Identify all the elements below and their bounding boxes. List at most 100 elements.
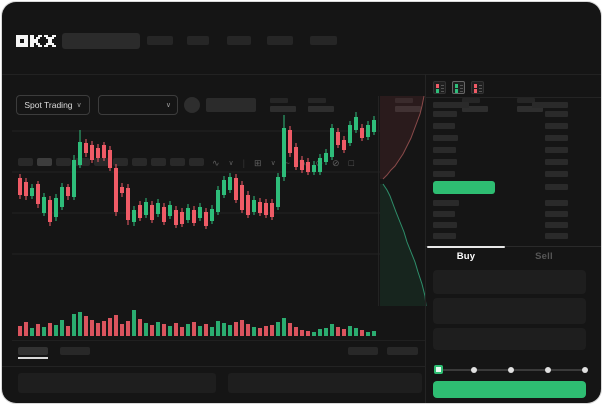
ticker-stat-label-3 [462, 98, 480, 103]
okx-logo[interactable] [16, 35, 58, 47]
slider-stop-2[interactable] [508, 367, 514, 373]
bid-price-1 [433, 211, 455, 217]
view-dash [479, 88, 482, 89]
interval-button-1[interactable] [37, 158, 52, 166]
order-book [425, 74, 601, 246]
bottom-active-tab-underline [18, 357, 48, 359]
slider-handle[interactable] [434, 365, 443, 374]
tab-sell[interactable]: Sell [535, 251, 553, 262]
bid-price-2 [433, 222, 457, 228]
bottom-panel-1[interactable] [228, 373, 422, 393]
search-input[interactable] [62, 33, 140, 49]
ticker-stat-value-1 [308, 106, 334, 112]
pair-dropdown[interactable]: ∨ [98, 95, 178, 115]
order-form-field-1[interactable] [433, 298, 586, 324]
book-combined-view[interactable] [433, 81, 446, 94]
ask-price-0 [433, 111, 457, 117]
bid-price-0 [433, 200, 459, 206]
nav-item-0[interactable] [147, 36, 173, 45]
trade-tabs-divider [425, 246, 601, 247]
view-dash [460, 91, 463, 92]
view-dash [441, 85, 444, 86]
amount-slider[interactable] [434, 362, 590, 376]
view-color-top [436, 84, 439, 88]
line-style-icon[interactable]: ∿ [212, 157, 220, 168]
view-dash [479, 85, 482, 86]
ask-price-4 [433, 159, 457, 165]
view-dash [479, 91, 482, 92]
volume-chart[interactable] [12, 294, 380, 336]
candlestick-chart[interactable] [12, 96, 380, 292]
interval-button-3[interactable] [75, 158, 90, 166]
last-price-bar [433, 181, 495, 194]
tab-buy[interactable]: Buy [456, 251, 476, 262]
fullscreen-icon[interactable]: □ [348, 157, 355, 168]
interval-button-7[interactable] [151, 158, 166, 166]
ticker-stat-label-1 [308, 98, 326, 103]
ask-amount-3 [545, 147, 568, 153]
right-panel-divider [425, 74, 426, 403]
ticker-stat-value-3 [462, 106, 488, 112]
order-form-field-0[interactable] [433, 270, 586, 294]
ob-header-price [433, 102, 469, 108]
interval-button-2[interactable] [56, 158, 71, 166]
interval-button-5[interactable] [113, 158, 128, 166]
view-dash [460, 88, 463, 89]
ticker-stat-value-4 [517, 106, 543, 112]
order-form-field-2[interactable] [433, 328, 586, 350]
instrument-bar: Spot Trading ∨ ∨ [2, 46, 601, 115]
ask-price-2 [433, 135, 458, 141]
pair-name-placeholder [206, 98, 256, 112]
chevron-down-icon: ∨ [165, 101, 171, 109]
slider-stop-4[interactable] [582, 367, 588, 373]
market-type-dropdown[interactable]: Spot Trading ∨ [16, 95, 90, 115]
bid-amount-3 [545, 233, 568, 239]
interval-button-4[interactable] [94, 158, 109, 166]
ticker-stat-value-0 [270, 106, 296, 112]
depth-chart[interactable] [380, 96, 428, 306]
indicator-icon[interactable]: ⊞ [254, 157, 262, 168]
bid-amount-1 [545, 211, 568, 217]
depth-divider [378, 96, 379, 306]
bottom-action-1[interactable] [387, 347, 418, 355]
book-bids-view[interactable] [452, 81, 465, 94]
ob-header-amount [532, 102, 568, 108]
buy-button[interactable] [433, 381, 586, 398]
coin-icon [184, 97, 200, 113]
trade-tabs: Buy Sell [425, 246, 601, 265]
wave-tool-icon[interactable]: ~ [284, 157, 290, 168]
bid-amount-0 [545, 200, 568, 206]
chevron-down-icon[interactable]: ∨ [228, 159, 234, 167]
slider-stop-1[interactable] [471, 367, 477, 373]
bottom-tab-1[interactable] [60, 347, 90, 355]
nav-item-1[interactable] [187, 36, 209, 45]
ask-price-3 [433, 147, 456, 153]
ticker-stat-label-0 [270, 98, 288, 103]
view-color-bottom [436, 89, 439, 93]
nav-item-3[interactable] [267, 36, 293, 45]
book-asks-view[interactable] [471, 81, 484, 94]
chart-toolbar: ∿∨|⊞∨~✎⊙⊘□ [2, 76, 425, 167]
ask-price-5 [433, 171, 455, 177]
nav-item-2[interactable] [227, 36, 251, 45]
hide-icon[interactable]: ⊘ [332, 157, 340, 168]
ask-amount-2 [545, 135, 568, 141]
view-dash [441, 88, 444, 89]
bottom-action-0[interactable] [348, 347, 378, 355]
chevron-down-icon[interactable]: ∨ [270, 159, 276, 167]
view-color-bottom [455, 89, 458, 93]
interval-button-0[interactable] [18, 158, 33, 166]
ticker-stat-value-2 [395, 106, 421, 112]
ticker-stat-label-4 [517, 98, 535, 103]
slider-stop-3[interactable] [545, 367, 551, 373]
interval-button-9[interactable] [189, 158, 204, 166]
interval-button-6[interactable] [132, 158, 147, 166]
header-divider [2, 74, 601, 75]
nav-item-4[interactable] [310, 36, 337, 45]
view-color-top [474, 84, 477, 88]
ticker-stat-label-2 [395, 98, 413, 103]
interval-button-8[interactable] [170, 158, 185, 166]
bottom-tab-0[interactable] [18, 347, 48, 355]
bottom-divider [2, 366, 426, 367]
bottom-panel-0[interactable] [18, 373, 216, 393]
